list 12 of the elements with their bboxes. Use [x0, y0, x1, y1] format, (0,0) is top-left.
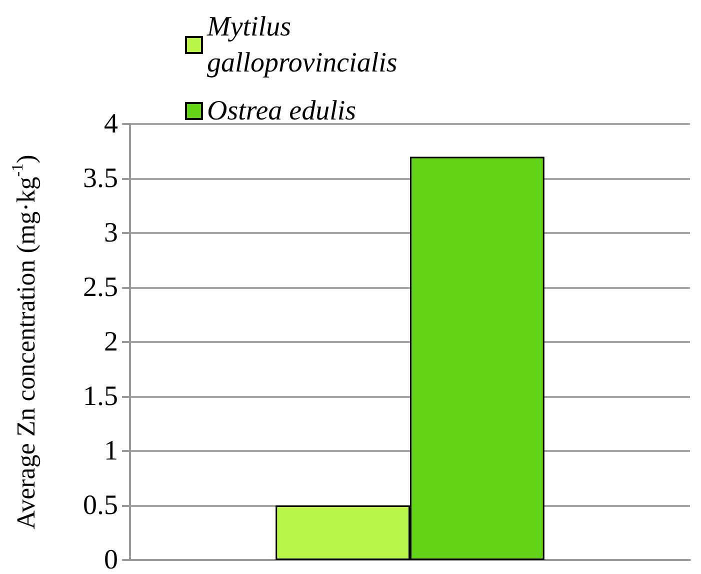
y-axis-title: Average Zn concentration (mg·kg-1): [10, 154, 40, 530]
y-tick-label: 2: [104, 326, 118, 358]
y-tick-label: 3: [104, 218, 118, 248]
legend-label: Ostrea edulis: [207, 96, 356, 126]
y-tick-label: 0: [104, 544, 118, 574]
y-tick-label: 2.5: [83, 272, 118, 303]
y-tick-label: 1.5: [83, 381, 118, 412]
legend-label: Mytilus galloprovincialis: [206, 12, 398, 78]
y-tick-label: 4: [104, 108, 118, 140]
y-tick-label: 0.5: [83, 490, 118, 521]
y-tick-label: 1: [104, 436, 118, 466]
y-tick-label: 3.5: [83, 163, 118, 194]
